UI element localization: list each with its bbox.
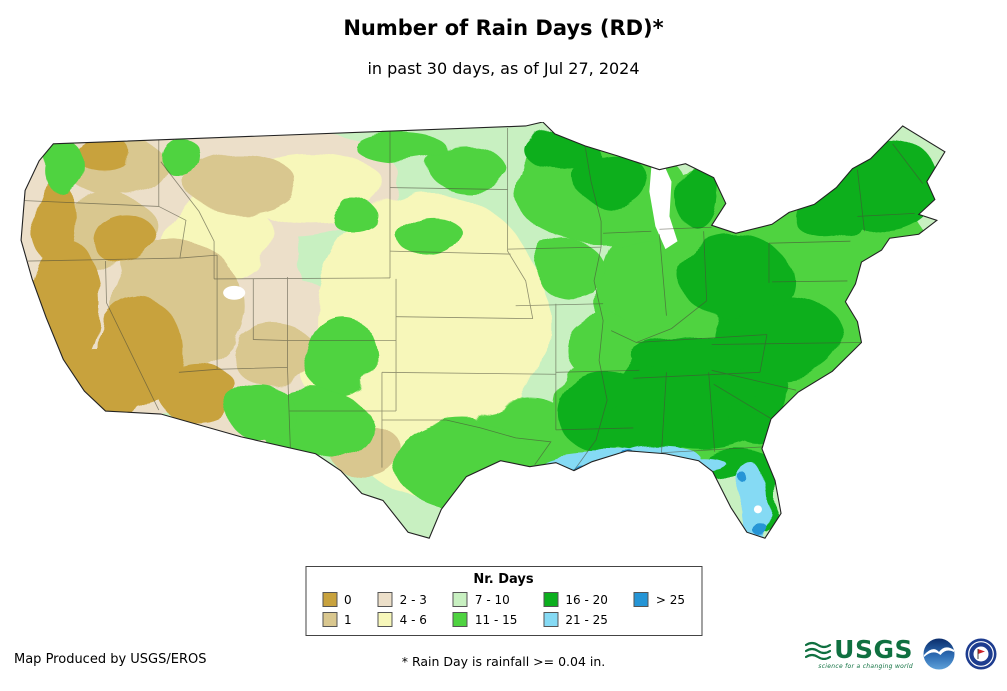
noaa-logo: [923, 638, 955, 669]
credit-text: Map Produced by USGS/EROS: [14, 652, 207, 667]
legend-item: 2 - 3: [377, 592, 427, 607]
legend-label: 16 - 20: [565, 592, 608, 607]
usgs-tagline: science for a changing world: [818, 663, 913, 670]
usgs-text: USGS: [834, 635, 913, 664]
legend-item: 1: [321, 612, 352, 627]
legend-swatch: [543, 612, 559, 627]
legend-label: 1: [343, 612, 352, 627]
legend-label: 11 - 15: [474, 612, 518, 627]
legend-label: 2 - 3: [399, 592, 427, 607]
legend-item: 16 - 20: [543, 592, 608, 607]
usgs-logo: USGS science for a changing world: [805, 637, 913, 670]
legend-label: > 25: [655, 592, 686, 607]
usgs-wordmark: USGS: [805, 637, 913, 662]
map-subtitle: in past 30 days, as of Jul 27, 2024: [367, 59, 640, 78]
us-map: [8, 122, 963, 564]
nws-logo: [965, 638, 997, 669]
legend-swatch: [377, 592, 393, 607]
legend-item: 0: [321, 592, 352, 607]
legend-item: 4 - 6: [377, 612, 427, 627]
legend-label: 0: [343, 592, 352, 607]
logo-row: USGS science for a changing world: [805, 637, 997, 670]
legend-label: 4 - 6: [399, 612, 427, 627]
legend-swatch: [377, 612, 393, 627]
legend-swatch: [321, 592, 337, 607]
map-title: Number of Rain Days (RD)*: [343, 16, 664, 40]
legend-grid: 0 1 2 - 3 4 - 6 7 - 10 11 - 15 16 - 20 2…: [321, 592, 686, 627]
legend-label: 7 - 10: [474, 592, 510, 607]
legend-label: 21 - 25: [565, 612, 608, 627]
legend-title: Nr. Days: [473, 572, 534, 587]
legend-item: 21 - 25: [543, 612, 608, 627]
legend: Nr. Days 0 1 2 - 3 4 - 6 7 - 10 11 - 15 …: [304, 566, 703, 636]
legend-swatch: [452, 592, 468, 607]
usgs-wave-icon: [805, 641, 832, 660]
legend-item: > 25: [633, 592, 686, 607]
footnote-text: * Rain Day is rainfall >= 0.04 in.: [401, 654, 606, 669]
legend-item: 11 - 15: [452, 612, 518, 627]
legend-swatch: [633, 592, 649, 607]
legend-swatch: [452, 612, 468, 627]
legend-swatch: [321, 612, 337, 627]
legend-swatch: [543, 592, 559, 607]
legend-item: 7 - 10: [452, 592, 518, 607]
us-map-graphic: [20, 122, 946, 539]
